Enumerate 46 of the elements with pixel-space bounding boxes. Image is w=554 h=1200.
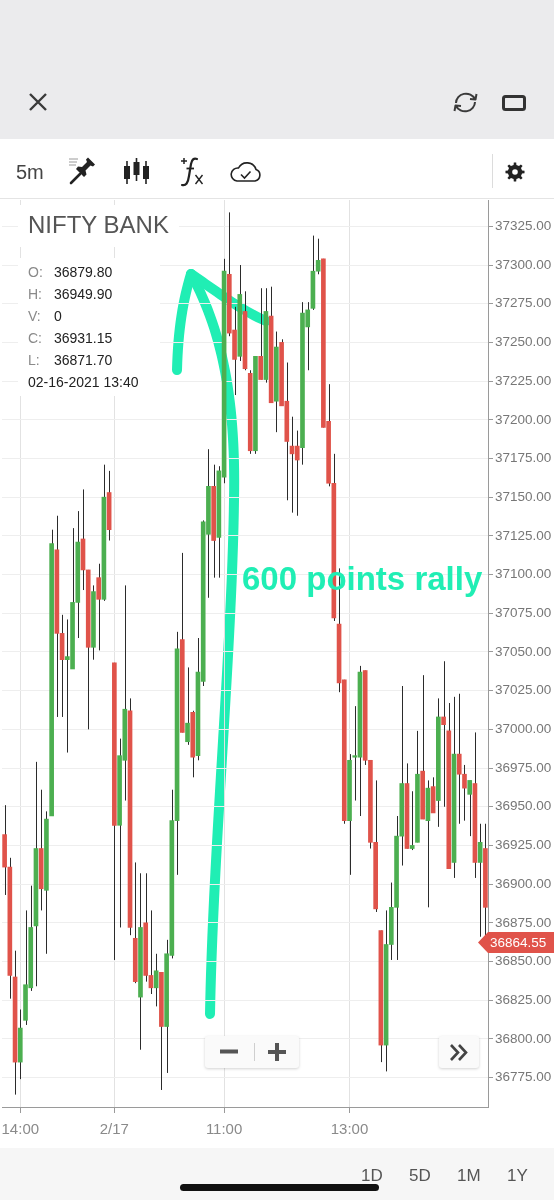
annotation: V: 0 <box>28 307 62 325</box>
y-tick-label: 36850.00 <box>495 953 552 969</box>
y-tick-label: 36825.00 <box>495 991 552 1007</box>
text: NIFTY BANK <box>18 205 179 247</box>
y-tick-label: 36975.00 <box>495 759 552 775</box>
text: 1Y <box>507 1166 528 1186</box>
y-tick-label: 36900.00 <box>495 875 552 891</box>
y-tick-label: 37025.00 <box>495 682 552 698</box>
y-tick-label: 37225.00 <box>495 372 552 388</box>
annotation: H: 36949.90 <box>28 285 113 303</box>
y-tick-label: 37000.00 <box>495 721 552 737</box>
y-tick-label: 37200.00 <box>495 411 552 427</box>
text: 5D <box>409 1166 431 1186</box>
candlestick <box>258 287 264 381</box>
y-tick-label: 37050.00 <box>495 643 552 659</box>
annotation: O: 36879.80 <box>28 263 113 281</box>
y-tick-label: 36775.00 <box>495 1069 552 1085</box>
annotation: C: 36931.15 <box>28 329 113 347</box>
text: 36864.55 <box>478 932 554 953</box>
y-tick-label: 37300.00 <box>495 256 552 272</box>
x-tick-label: 13:00 <box>330 1120 369 1138</box>
y-tick-label: 37175.00 <box>495 450 552 466</box>
y-tick-label: 37150.00 <box>495 488 552 504</box>
y-tick-label: 36925.00 <box>495 837 552 853</box>
candlestick <box>467 779 473 837</box>
annotation: L: 36871.70 <box>28 351 113 369</box>
y-tick-label: 37125.00 <box>495 527 552 543</box>
y-tick-label: 37250.00 <box>495 334 552 350</box>
x-tick-label: 2/17 <box>99 1120 129 1138</box>
text: 5m <box>16 161 44 183</box>
x-tick-label: 14:00 <box>1 1120 40 1138</box>
text: 1M <box>457 1166 481 1186</box>
y-tick-label: 37075.00 <box>495 604 552 620</box>
y-tick-label: 37325.00 <box>495 218 552 234</box>
y-tick-label: 37100.00 <box>495 566 552 582</box>
y-tick-label: 36800.00 <box>495 1030 552 1046</box>
candlestick <box>294 430 300 517</box>
y-tick-label: 36875.00 <box>495 914 552 930</box>
y-tick-label: 36950.00 <box>495 798 552 814</box>
candlestick <box>185 666 190 746</box>
x-tick-label: 11:00 <box>205 1120 243 1138</box>
y-tick-label: 37275.00 <box>495 295 552 311</box>
candlestick <box>96 563 102 651</box>
annotation: 02-16-2021 13:40 <box>28 373 139 391</box>
text: 1D <box>361 1166 383 1186</box>
candlestick <box>409 790 415 851</box>
